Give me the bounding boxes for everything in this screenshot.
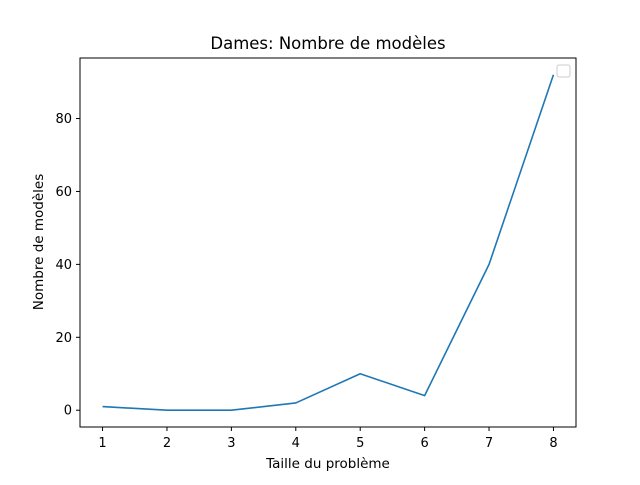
x-tick-label: 5: [356, 436, 364, 451]
chart-title: Dames: Nombre de modèles: [210, 34, 445, 53]
y-tick-label: 20: [55, 331, 72, 346]
y-axis-ticks: 0 20 40 60 80: [55, 112, 80, 419]
y-tick-label: 80: [55, 112, 72, 127]
x-axis-ticks: 1 2 3 4 5 6 7 8: [98, 427, 557, 451]
x-tick-label: 4: [292, 436, 300, 451]
y-axis-label: Nombre de modèles: [31, 174, 47, 310]
y-tick-label: 40: [55, 258, 72, 273]
x-tick-label: 2: [163, 436, 171, 451]
x-tick-label: 6: [420, 436, 428, 451]
x-tick-label: 7: [485, 436, 493, 451]
y-tick-label: 0: [64, 404, 72, 419]
y-tick-label: 60: [55, 185, 72, 200]
x-tick-label: 3: [227, 436, 235, 451]
x-tick-label: 8: [549, 436, 557, 451]
plot-area-background: [80, 58, 576, 427]
x-axis-label: Taille du problème: [265, 456, 390, 472]
legend-box: [557, 65, 570, 77]
legend: [557, 65, 570, 77]
x-tick-label: 1: [98, 436, 106, 451]
